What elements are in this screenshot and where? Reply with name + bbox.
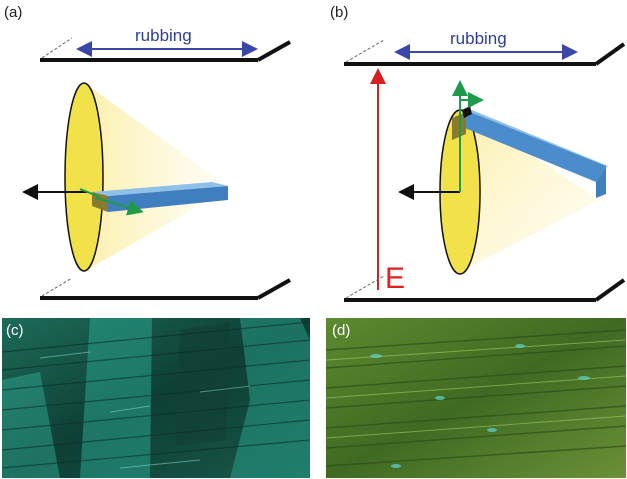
cone-base-ellipse bbox=[64, 82, 104, 272]
rod-cap bbox=[462, 106, 472, 118]
panel-d-label: (d) bbox=[332, 322, 350, 339]
bottom-plate-back-edge bbox=[41, 277, 73, 297]
panel-b-label: (b) bbox=[330, 4, 348, 21]
panel-d: (d) bbox=[325, 318, 627, 478]
rod-end-face bbox=[92, 192, 108, 212]
top-plate-edge bbox=[594, 42, 626, 66]
top-plate-back-edge bbox=[345, 39, 385, 63]
micrograph-d bbox=[326, 318, 626, 478]
top-plate-back-edge bbox=[41, 37, 73, 59]
electric-field-label: E bbox=[385, 262, 405, 295]
rod-front-face bbox=[460, 112, 606, 182]
director-arrow-tail bbox=[79, 188, 101, 198]
panel-a-label: (a) bbox=[4, 4, 22, 21]
cone bbox=[83, 82, 230, 272]
bottom-plate-back-edge bbox=[345, 275, 385, 299]
rubbing-label: rubbing bbox=[450, 29, 507, 48]
cone bbox=[460, 108, 600, 272]
panel-c-label: (c) bbox=[6, 322, 24, 339]
director-arrow bbox=[95, 197, 144, 216]
bottom-plate-edge bbox=[257, 278, 291, 300]
striations bbox=[325, 329, 627, 467]
bright-domain bbox=[230, 318, 310, 478]
rod-top-face bbox=[92, 182, 228, 196]
bright-domain bbox=[80, 318, 152, 478]
dark-domain bbox=[176, 322, 230, 446]
panel-a: (a) rubbing bbox=[4, 4, 291, 300]
defects bbox=[370, 344, 590, 468]
rubbing-label: rubbing bbox=[135, 26, 192, 45]
striations bbox=[1, 321, 311, 469]
panel-b: (b) rubbing E bbox=[330, 4, 626, 302]
top-plate-edge bbox=[257, 40, 291, 62]
panel-c: (c) bbox=[1, 318, 311, 478]
bottom-plate-edge bbox=[594, 278, 626, 302]
bright-lines bbox=[39, 351, 251, 469]
rod-end-face-far bbox=[596, 166, 606, 198]
bright-domain bbox=[2, 372, 60, 478]
